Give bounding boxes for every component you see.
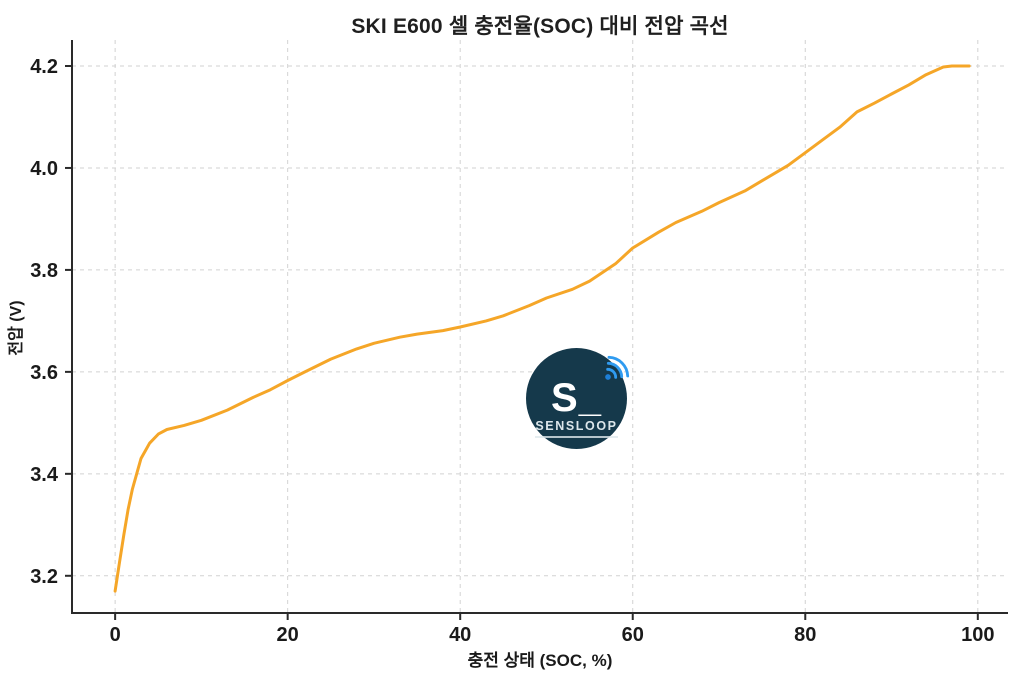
logo-monogram: S_	[551, 376, 602, 420]
soc-voltage-curve	[113, 64, 971, 593]
chart-title: SKI E600 셀 충전율(SOC) 대비 전압 곡선	[351, 15, 729, 38]
y-tick-label: 3.4	[30, 464, 59, 486]
y-tick-label: 3.6	[30, 362, 58, 384]
sensloop-logo-watermark: S_ SENSLOOP	[526, 348, 630, 449]
x-tick-label: 0	[110, 624, 121, 646]
y-tick-label: 3.8	[30, 260, 58, 282]
x-tick-label: 40	[449, 624, 471, 646]
x-tick-label: 20	[277, 624, 299, 646]
x-axis-label: 충전 상태 (SOC, %)	[467, 651, 613, 670]
y-tick-label: 4.2	[30, 56, 58, 78]
logo-monogram-row: S_	[551, 355, 630, 420]
wifi-signal-icon	[605, 355, 630, 380]
x-tick-label: 60	[622, 624, 644, 646]
x-tick-label: 80	[794, 624, 816, 646]
x-tick-label: 100	[961, 624, 994, 646]
y-axis-label: 전압 (V)	[8, 300, 25, 356]
y-tick-label: 3.2	[30, 566, 58, 588]
logo-brand-text: SENSLOOP	[535, 419, 618, 438]
y-tick-label: 4.0	[30, 158, 58, 180]
